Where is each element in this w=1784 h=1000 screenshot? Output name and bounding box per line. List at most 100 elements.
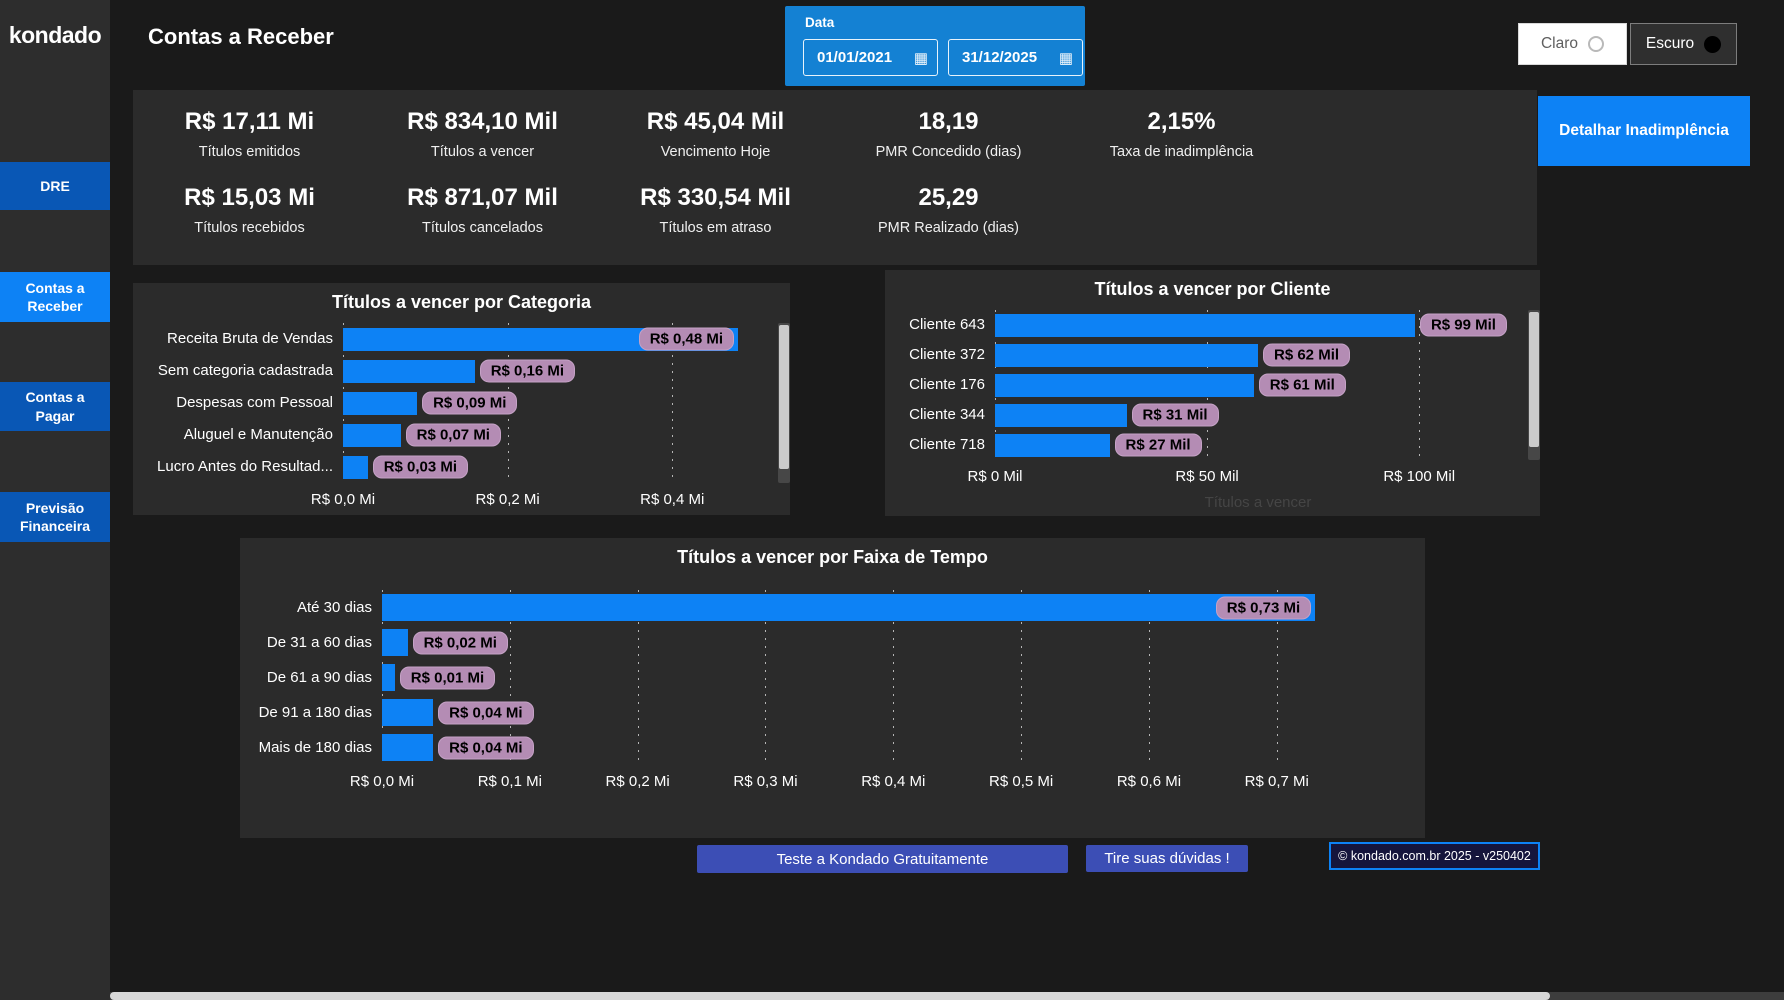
value-pill: R$ 62 Mil (1263, 343, 1351, 367)
bar-row: R$ 99 Mil (995, 310, 1521, 340)
bar-row: R$ 61 Mil (995, 370, 1521, 400)
bar-rows: R$ 0,73 Mi R$ 0,02 Mi R$ 0,01 Mi R$ 0,04 Mi… (382, 590, 1411, 765)
bar[interactable] (995, 313, 1415, 337)
calendar-icon[interactable]: ▦ (913, 49, 928, 67)
value-pill: R$ 0,01 Mi (399, 666, 496, 689)
date-slicer: Data 01/01/2021 ▦ 31/12/2025 ▦ (785, 6, 1085, 86)
chart-title: Títulos a vencer por Faixa de Tempo (677, 547, 988, 567)
kpi-label: Títulos recebidos (194, 220, 305, 236)
category-label: De 91 a 180 dias (258, 704, 372, 721)
bar[interactable] (995, 433, 1110, 457)
x-tick-label: R$ 0 Mil (967, 468, 1023, 485)
x-tick-label: R$ 0,2 Mi (475, 491, 540, 508)
x-axis: R$ 0,0 Mi R$ 0,2 Mi R$ 0,4 Mi (311, 487, 771, 511)
gridline (1148, 590, 1150, 765)
detalhar-inadimplencia-button[interactable]: Detalhar Inadimplência (1538, 96, 1750, 166)
category-labels: Receita Bruta de Vendas Sem categoria cad… (143, 323, 343, 483)
sidebar-item-previsao-financeira[interactable]: Previsão Financeira (0, 492, 110, 542)
bar[interactable] (995, 403, 1127, 427)
bar-row: R$ 31 Mil (995, 400, 1521, 430)
kpi-value: R$ 17,11 Mi (184, 108, 315, 135)
page-title: Contas a Receber (148, 24, 334, 49)
bar-row: R$ 0,04 Mi (382, 695, 1411, 730)
gridline (1419, 310, 1421, 460)
bar[interactable] (343, 391, 418, 415)
bar-row: R$ 27 Mil (995, 430, 1521, 460)
value-pill: R$ 0,04 Mi (438, 701, 534, 724)
x-tick-label: R$ 0,4 Mi (861, 773, 926, 790)
value-pill: R$ 0,48 Mi (638, 327, 735, 351)
bar[interactable] (382, 594, 1316, 621)
kpi-label: Taxa de inadimplência (1109, 144, 1254, 160)
scrollbar-thumb[interactable] (779, 325, 789, 469)
chart-titulos-por-cliente: Títulos a vencer por Cliente Cliente 643… (885, 270, 1540, 516)
sidebar-item-label: DRE (40, 177, 70, 194)
bar[interactable] (343, 455, 368, 479)
kpi-value: 25,29 (918, 184, 979, 211)
gridline (1021, 590, 1023, 765)
sidebar: kondado DRE Contas a Receber Contas a Pa… (0, 0, 110, 1000)
sidebar-item-contas-a-receber[interactable]: Contas a Receber (0, 272, 110, 322)
category-label: Cliente 718 (909, 436, 985, 453)
x-tick-label: R$ 0,7 Mi (1244, 773, 1309, 790)
vertical-scrollbar[interactable] (778, 323, 790, 483)
theme-light-button[interactable]: Claro (1518, 23, 1627, 65)
bar-row: R$ 0,04 Mi (382, 730, 1411, 765)
category-label: Até 30 dias (296, 599, 372, 616)
bar-row: R$ 0,09 Mi (343, 387, 771, 419)
start-date-value: 01/01/2021 (817, 49, 893, 66)
chart-title: Títulos a vencer por Categoria (331, 292, 592, 312)
kpi-value: R$ 45,04 Mil (646, 108, 785, 135)
calendar-icon[interactable]: ▦ (1058, 49, 1073, 67)
value-pill: R$ 99 Mil (1419, 313, 1507, 337)
kpi-pmr-realizado: 25,29 PMR Realizado (dias) (832, 184, 1065, 236)
category-label: Aluguel e Manutenção (183, 426, 333, 443)
horizontal-scrollbar[interactable] (110, 992, 1784, 1000)
kpi-titulos-cancelados: R$ 871,07 Mil Títulos cancelados (366, 184, 599, 236)
sidebar-item-dre[interactable]: DRE (0, 162, 110, 210)
chart-titulos-por-faixa-de-tempo: Títulos a vencer por Faixa de Tempo Até … (240, 538, 1425, 838)
scrollbar-thumb[interactable] (110, 992, 1550, 1000)
kpi-label: Títulos cancelados (422, 220, 543, 236)
category-labels: Até 30 dias De 31 a 60 dias De 61 a 90 dia… (250, 590, 382, 765)
teste-kondado-button[interactable]: Teste a Kondado Gratuitamente (697, 845, 1068, 873)
bar-row: R$ 0,07 Mi (343, 419, 771, 451)
bar-row: R$ 0,02 Mi (382, 625, 1411, 660)
value-pill: R$ 0,73 Mi (1215, 596, 1312, 619)
vertical-scrollbar[interactable] (1528, 310, 1540, 460)
bar[interactable] (382, 699, 434, 726)
category-label: Cliente 344 (909, 406, 985, 423)
bar[interactable] (382, 734, 434, 761)
bar-row: R$ 62 Mil (995, 340, 1521, 370)
x-axis: R$ 0 Mil R$ 50 Mil R$ 100 Mil (967, 464, 1521, 488)
tire-duvidas-button[interactable]: Tire suas dúvidas ! (1086, 845, 1248, 872)
date-slicer-label: Data (805, 15, 835, 30)
sidebar-item-label: Contas a Receber (25, 279, 85, 314)
kpi-label: Vencimento Hoje (660, 144, 771, 160)
bar[interactable] (382, 664, 395, 691)
kpi-vencimento-hoje: R$ 45,04 Mil Vencimento Hoje (599, 108, 832, 160)
sidebar-item-contas-a-pagar[interactable]: Contas a Pagar (0, 382, 110, 431)
bar[interactable] (382, 629, 408, 656)
scrollbar-thumb[interactable] (1529, 312, 1539, 447)
kpi-label: Títulos emitidos (198, 144, 301, 160)
bar[interactable] (995, 343, 1258, 367)
kpi-label: Títulos em atraso (659, 220, 772, 236)
theme-dark-button[interactable]: Escuro (1630, 23, 1737, 65)
bar-rows: R$ 0,48 Mi R$ 0,16 Mi R$ 0,09 Mi R$ 0,07 Mi… (343, 323, 771, 483)
kpi-titulos-emitidos: R$ 17,11 Mi Títulos emitidos (133, 108, 366, 160)
kpi-value: R$ 871,07 Mil (407, 184, 558, 211)
x-tick-label: R$ 0,4 Mi (640, 491, 705, 508)
category-label: Mais de 180 dias (258, 739, 372, 756)
category-label: Lucro Antes do Resultad... (157, 458, 333, 475)
gridline (765, 590, 767, 765)
end-date-input[interactable]: 31/12/2025 ▦ (948, 39, 1083, 76)
bar[interactable] (343, 359, 475, 383)
bar[interactable] (995, 373, 1254, 397)
start-date-input[interactable]: 01/01/2021 ▦ (803, 39, 938, 76)
value-pill: R$ 0,03 Mi (372, 455, 469, 479)
kpi-pmr-concedido: 18,19 PMR Concedido (dias) (832, 108, 1065, 160)
bar[interactable] (343, 423, 401, 447)
category-label: Cliente 176 (909, 376, 985, 393)
x-axis: R$ 0,0 Mi R$ 0,1 Mi R$ 0,2 Mi R$ 0,3 Mi R$ 0… (350, 769, 1411, 793)
